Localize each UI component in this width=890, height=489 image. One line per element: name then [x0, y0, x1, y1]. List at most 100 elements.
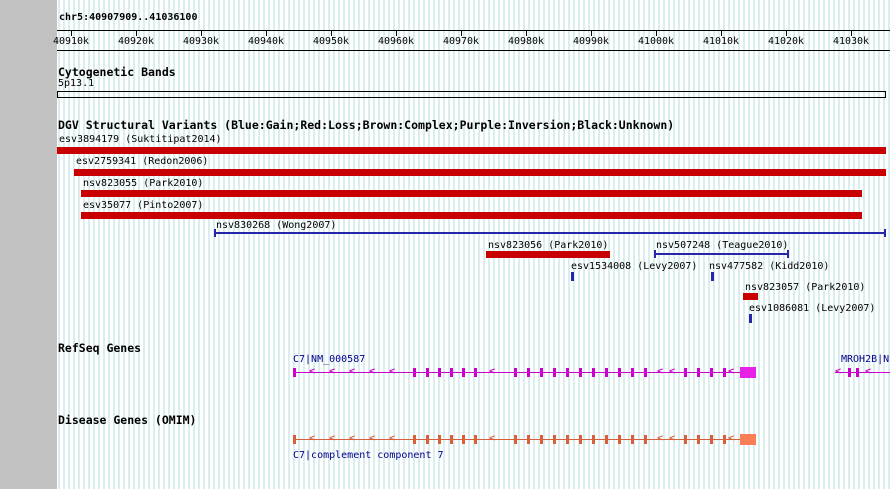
variant-line[interactable]	[214, 232, 886, 234]
gene-exon[interactable]	[426, 435, 429, 444]
gene-arrow-icon: <	[369, 366, 376, 377]
ruler-tick-label: 41030k	[832, 36, 870, 47]
gene-exon[interactable]	[426, 368, 429, 377]
gene-exon[interactable]	[462, 435, 465, 444]
variant-bar[interactable]	[74, 169, 886, 176]
variant-label: nsv823057 (Park2010)	[745, 282, 866, 293]
gene-exon[interactable]	[856, 368, 859, 377]
variant-line[interactable]	[654, 253, 789, 255]
gene-label: C7|complement component 7	[293, 450, 444, 461]
gene-line[interactable]	[293, 439, 741, 440]
variant-label: nsv823056 (Park2010)	[488, 240, 609, 251]
variant-point[interactable]	[571, 272, 574, 281]
gene-exon[interactable]	[462, 368, 465, 377]
gene-exon[interactable]	[566, 435, 569, 444]
gene-exon[interactable]	[618, 368, 621, 377]
gene-exon[interactable]	[605, 435, 608, 444]
gene-exon[interactable]	[618, 435, 621, 444]
variant-label: esv35077 (Pinto2007)	[83, 200, 204, 211]
gene-exon[interactable]	[438, 368, 441, 377]
variant-label: esv2759341 (Redon2006)	[76, 156, 209, 167]
left-margin	[0, 0, 57, 489]
ruler-tick-label: 40980k	[507, 36, 545, 47]
gene-arrow-icon: <	[669, 366, 676, 377]
gene-exon[interactable]	[644, 435, 647, 444]
gene-exon[interactable]	[474, 368, 477, 377]
ruler-top-line	[57, 30, 890, 31]
gene-exon[interactable]	[450, 435, 453, 444]
gene-exon[interactable]	[438, 435, 441, 444]
gene-exon[interactable]	[592, 368, 595, 377]
gene-exon[interactable]	[540, 435, 543, 444]
gene-exon[interactable]	[684, 435, 687, 444]
gene-terminal-exon[interactable]	[740, 434, 756, 445]
ruler-tick-label: 40990k	[572, 36, 610, 47]
ruler-tick	[851, 30, 852, 36]
gene-exon[interactable]	[723, 435, 726, 444]
gene-arrow-icon: <	[489, 366, 496, 377]
gene-exon[interactable]	[579, 368, 582, 377]
ruler-tick-label: 41010k	[702, 36, 740, 47]
gene-exon[interactable]	[293, 435, 296, 444]
gene-exon[interactable]	[413, 435, 416, 444]
ruler-tick	[331, 30, 332, 36]
gene-terminal-exon[interactable]	[740, 367, 756, 378]
gene-exon[interactable]	[527, 368, 530, 377]
gene-exon[interactable]	[710, 368, 713, 377]
ruler-tick	[71, 30, 72, 36]
gene-arrow-icon: <	[329, 366, 336, 377]
gene-exon[interactable]	[644, 368, 647, 377]
gene-exon[interactable]	[605, 368, 608, 377]
gene-exon[interactable]	[553, 368, 556, 377]
ruler-tick	[266, 30, 267, 36]
gene-exon[interactable]	[848, 368, 851, 377]
gene-exon[interactable]	[474, 435, 477, 444]
gene-label: MROH2B|N	[841, 354, 890, 365]
gene-line[interactable]	[293, 372, 741, 373]
gene-exon[interactable]	[710, 435, 713, 444]
gene-arrow-icon: <	[309, 433, 316, 444]
gene-exon[interactable]	[514, 435, 517, 444]
gene-exon[interactable]	[553, 435, 556, 444]
variant-bar[interactable]	[81, 190, 862, 197]
variant-point[interactable]	[711, 272, 714, 281]
variant-line-end	[654, 250, 656, 258]
track-title-cytoband: Cytogenetic Bands	[58, 65, 176, 79]
gene-exon[interactable]	[413, 368, 416, 377]
gene-exon[interactable]	[697, 435, 700, 444]
gene-line[interactable]	[835, 372, 890, 373]
gene-exon[interactable]	[293, 368, 296, 377]
variant-point[interactable]	[749, 314, 752, 323]
variant-bar[interactable]	[486, 251, 610, 258]
gene-exon[interactable]	[450, 368, 453, 377]
cytoband-bar[interactable]	[57, 91, 886, 98]
gene-exon[interactable]	[566, 368, 569, 377]
ruler-tick	[396, 30, 397, 36]
gene-exon[interactable]	[579, 435, 582, 444]
gene-exon[interactable]	[540, 368, 543, 377]
gene-exon[interactable]	[527, 435, 530, 444]
gene-exon[interactable]	[723, 368, 726, 377]
ruler-tick	[526, 30, 527, 36]
ruler-tick	[591, 30, 592, 36]
gene-arrow-icon: <	[728, 366, 735, 377]
gene-exon[interactable]	[684, 368, 687, 377]
ruler-tick-label: 40950k	[312, 36, 350, 47]
gene-exon[interactable]	[697, 368, 700, 377]
variant-line-end	[214, 229, 216, 237]
gene-exon[interactable]	[592, 435, 595, 444]
gene-exon[interactable]	[631, 435, 634, 444]
variant-label: esv3894179 (Suktitipat2014)	[59, 134, 222, 145]
gene-exon[interactable]	[631, 368, 634, 377]
variant-line-end	[787, 250, 789, 258]
ruler-tick-label: 41000k	[637, 36, 675, 47]
variant-bar[interactable]	[57, 147, 886, 154]
ruler-tick-label: 40940k	[247, 36, 285, 47]
variant-bar[interactable]	[81, 212, 862, 219]
variant-label: nsv507248 (Teague2010)	[656, 240, 789, 251]
region-coordinates: chr5:40907909..41036100	[59, 12, 198, 23]
gene-exon[interactable]	[514, 368, 517, 377]
gene-label: C7|NM_000587	[293, 354, 366, 365]
variant-bar[interactable]	[743, 293, 758, 300]
